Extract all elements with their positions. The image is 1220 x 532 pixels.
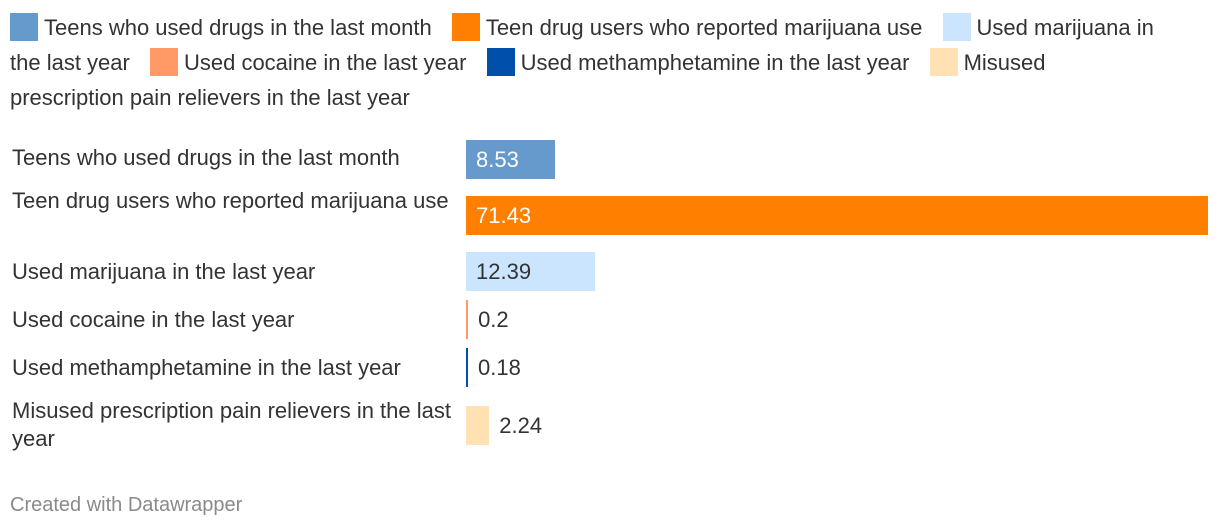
legend-label: Misused prescription pain relievers in t… (10, 50, 1046, 110)
bar-used-methamphetamine-last-year (466, 348, 468, 387)
bar-value-label: 2.24 (499, 412, 543, 438)
legend-swatch (10, 13, 38, 41)
bar-category-label: Misused prescription pain relievers in t… (12, 398, 451, 451)
bar-category-label: Teens who used drugs in the last month (12, 145, 400, 170)
legend-swatch (486, 48, 515, 76)
legend-swatch (929, 48, 958, 76)
legend-label: Used cocaine in the last year (183, 50, 467, 75)
legend-label: Teen drug users who reported marijuana u… (485, 15, 923, 40)
bar-value-label: 8.53 (476, 146, 519, 172)
legend-label: Used methamphetamine in the last year (520, 50, 910, 75)
legend-swatch (942, 13, 971, 41)
chart-credit: Created with Datawrapper (10, 494, 243, 516)
bar-used-marijuana-last-year (466, 252, 595, 291)
legend-swatch (451, 13, 480, 41)
legend-item-teens-used-drugs-last-month: Teens who used drugs in the last month (10, 13, 432, 41)
bar-teen-users-reported-marijuana (466, 196, 1208, 235)
bar-teens-used-drugs-last-month (466, 140, 555, 179)
legend-item-teen-users-reported-marijuana: Teen drug users who reported marijuana u… (451, 13, 923, 41)
bar-category-label: Used marijuana in the last year (12, 259, 316, 284)
legend-item-used-marijuana-last-year: Used marijuana in the last year (10, 13, 1154, 75)
chart-legend: Teens who used drugs in the last month T… (10, 10, 1160, 115)
legend-swatch (149, 48, 178, 76)
legend-label: Used marijuana in the last year (10, 15, 1154, 75)
legend-item-used-methamphetamine-last-year: Used methamphetamine in the last year (486, 48, 910, 76)
bar-value-label: 71.43 (476, 202, 532, 228)
bar-misused-pain-relievers-last-year (466, 406, 490, 445)
bar-value-label: 0.2 (478, 306, 509, 332)
bar-category-label: Used methamphetamine in the last year (12, 355, 401, 380)
bar-value-label: 0.18 (478, 354, 521, 380)
bar-value-label: 12.39 (476, 258, 532, 284)
legend-label: Teens who used drugs in the last month (44, 15, 432, 40)
bar-category-label: Teen drug users who reported marijuana u… (12, 188, 449, 213)
legend-item-misused-pain-relievers-last-year: Misused prescription pain relievers in t… (10, 48, 1046, 110)
legend-item-used-cocaine-last-year: Used cocaine in the last year (149, 48, 467, 76)
bar-used-cocaine-last-year (466, 300, 469, 339)
bar-category-label: Used cocaine in the last year (12, 307, 295, 332)
